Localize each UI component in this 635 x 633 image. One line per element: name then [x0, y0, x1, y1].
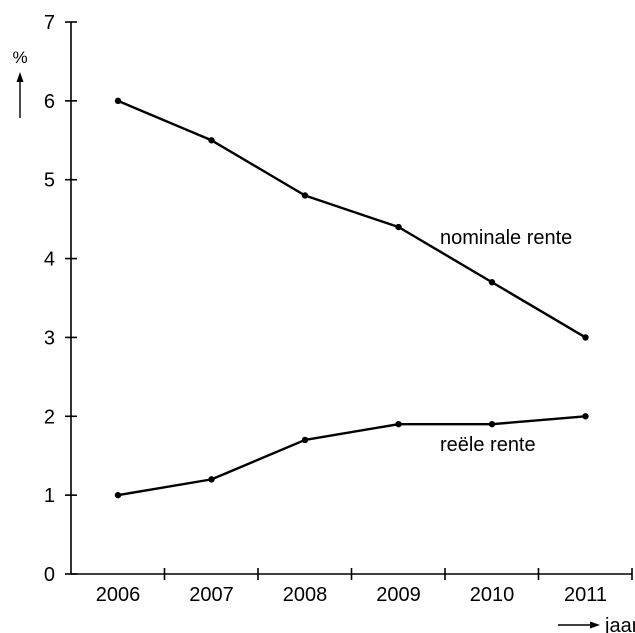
- y-axis-label: %: [12, 48, 27, 67]
- data-point: [488, 420, 496, 428]
- y-tick-label: 1: [44, 485, 55, 507]
- series-group: nominale rente reële rente: [114, 97, 589, 499]
- data-point: [488, 279, 496, 286]
- data-point: [395, 420, 402, 428]
- data-point: [582, 334, 589, 341]
- data-point: [208, 137, 215, 144]
- data-point: [582, 413, 589, 420]
- up-arrow-icon: [16, 72, 24, 118]
- data-point: [395, 223, 402, 231]
- y-ticks: 0 1 2 3 4 5 6 7: [44, 12, 77, 586]
- y-tick-label: 4: [44, 249, 55, 271]
- y-tick-label: 2: [44, 406, 55, 428]
- x-tick-label: 2010: [470, 584, 515, 606]
- y-tick-label: 6: [44, 91, 55, 113]
- series-line: [117, 415, 586, 497]
- x-tick-label: 2009: [376, 584, 421, 606]
- series-label: nominale rente: [440, 227, 572, 249]
- y-tick-label: 3: [44, 327, 55, 349]
- data-point: [301, 436, 309, 444]
- axes: [70, 22, 632, 575]
- x-tick-label: 2007: [189, 584, 234, 606]
- series-line: [117, 99, 587, 339]
- y-tick-label: 0: [44, 564, 55, 586]
- x-tick-label: 2011: [564, 584, 607, 606]
- y-tick-label: 7: [44, 12, 55, 34]
- right-arrow-icon: [558, 621, 600, 629]
- data-point: [208, 476, 215, 483]
- x-tick-label: 2006: [96, 584, 141, 606]
- x-tick-label: 2008: [283, 584, 328, 606]
- x-ticks: 2006 2007 2008 2009 2010 2011: [96, 568, 633, 606]
- data-point: [301, 192, 309, 199]
- x-axis-label: jaar: [604, 615, 635, 633]
- series-label: reële rente: [440, 434, 536, 456]
- data-point: [114, 491, 122, 499]
- y-tick-label: 5: [44, 170, 55, 192]
- data-point: [114, 97, 122, 105]
